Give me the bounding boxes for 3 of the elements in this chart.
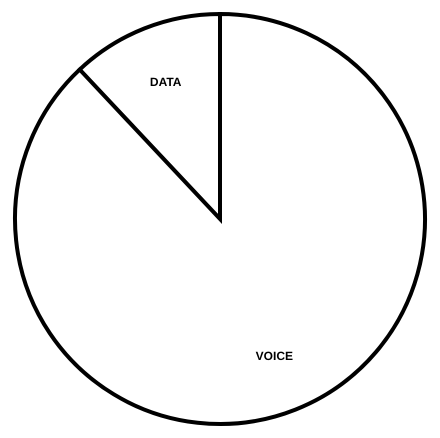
pie-slice: [13, 12, 427, 426]
slice-label: VOICE: [256, 349, 294, 364]
slice-label: DATA: [150, 74, 182, 89]
